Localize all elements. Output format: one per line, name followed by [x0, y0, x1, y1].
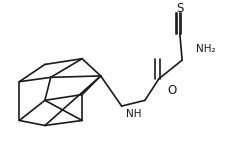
Text: NH₂: NH₂	[196, 44, 216, 54]
Text: S: S	[176, 2, 183, 15]
Text: NH: NH	[126, 109, 142, 119]
Text: O: O	[167, 84, 176, 97]
